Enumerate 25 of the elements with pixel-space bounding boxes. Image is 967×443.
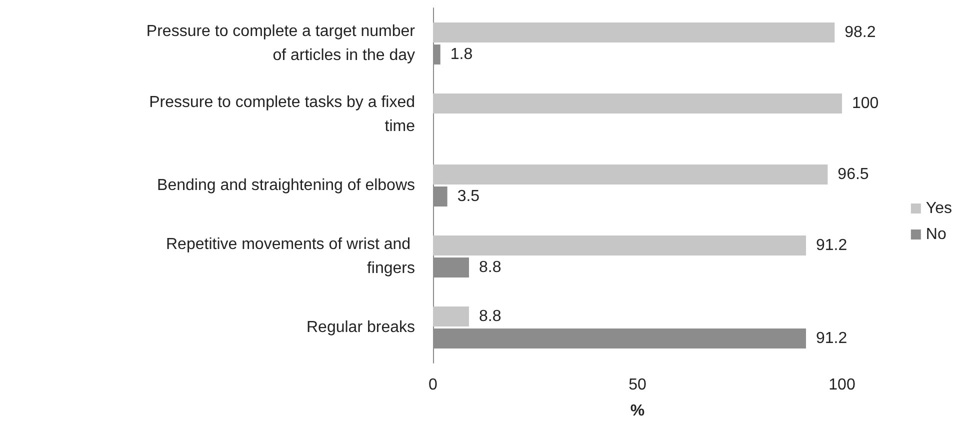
x-axis-title: %	[630, 402, 645, 420]
legend-label: No	[926, 226, 946, 243]
bar	[433, 22, 835, 42]
y-tick-label: Pressure to complete a target number of articles in the day	[146, 23, 416, 64]
bar	[433, 164, 828, 184]
data-label: 91.2	[816, 330, 848, 347]
data-label: 96.5	[838, 166, 869, 183]
x-tick-label: 50	[628, 376, 646, 394]
bar	[433, 306, 469, 326]
bar	[433, 94, 842, 114]
data-label: 8.8	[478, 259, 502, 276]
x-tick-label: 100	[828, 376, 856, 394]
data-label: 91.2	[816, 237, 848, 254]
data-label: 1.8	[450, 46, 473, 63]
legend-label: Yes	[926, 200, 952, 217]
y-tick-label: Bending and straightening of elbows	[157, 177, 415, 194]
data-label: 98.2	[844, 24, 876, 41]
bar	[433, 236, 806, 256]
y-tick-label: Regular breaks	[306, 319, 415, 336]
data-label: 100	[852, 95, 879, 112]
x-tick-label: 0	[428, 376, 438, 394]
y-tick-label: Repetitive movements of wrist and fingers	[166, 236, 415, 277]
data-label: 8.8	[478, 308, 502, 325]
data-label: 3.5	[457, 188, 480, 205]
y-tick-label: Pressure to complete tasks by a fixed time	[149, 94, 416, 135]
